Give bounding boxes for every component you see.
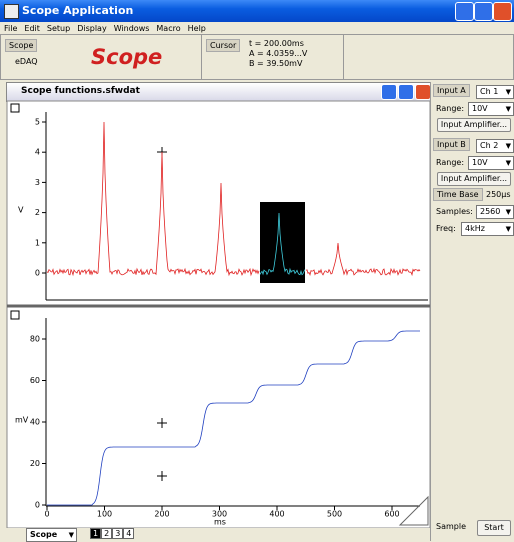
timebase-label: Time Base [433, 188, 483, 201]
y-tick-label: 0 [35, 269, 40, 278]
input-a-amp[interactable]: Input Amplifier... [437, 118, 511, 132]
y-tick-label: 0 [35, 501, 40, 510]
freq[interactable]: 4kHz [461, 222, 514, 236]
doc-title-bar: Scope functions.sfwdat [6, 82, 432, 102]
x-tick-label: 600 [384, 510, 399, 519]
cursor-label: Cursor [206, 39, 241, 52]
x-label-bottom: ms [214, 518, 226, 527]
side-panel: Input A Ch 1 Range: 10V Input Amplifier.… [430, 82, 514, 541]
plot-menu-top[interactable] [10, 103, 20, 113]
doc-maximize[interactable] [398, 84, 414, 100]
x-tick-label: 100 [97, 510, 112, 519]
input-a-range-label: Range: [436, 104, 465, 113]
freq-label: Freq: [436, 224, 456, 233]
input-b-range-label: Range: [436, 158, 465, 167]
tab[interactable]: 2 [101, 528, 113, 539]
app-title: Scope Application [22, 4, 134, 17]
menu-item[interactable]: Help [187, 24, 206, 33]
input-a-label: Input A [433, 84, 470, 97]
input-b-amp[interactable]: Input Amplifier... [437, 172, 511, 186]
x-tick-label: 0 [44, 510, 49, 519]
plot-bg [6, 100, 430, 529]
trace-b [47, 330, 420, 506]
toolbar: Scope eDAQ Scope Cursor t = 200.00ms A = … [0, 34, 514, 80]
y-tick-label: 20 [30, 459, 40, 468]
input-a-channel[interactable]: Ch 1 [476, 85, 514, 99]
x-tick-label: 300 [212, 510, 227, 519]
menu-item[interactable]: Edit [24, 24, 40, 33]
samples[interactable]: 2560 [476, 205, 514, 219]
trace-a-zoom [259, 212, 306, 276]
tab[interactable]: 3 [112, 528, 124, 539]
reading: B = 39.50mV [249, 59, 303, 68]
samples-label: Samples: [436, 207, 473, 216]
x-tick-label: 400 [269, 510, 284, 519]
y-label-bottom: mV [15, 416, 29, 425]
y-tick-label: 2 [35, 208, 40, 217]
start[interactable]: Start [477, 520, 511, 536]
input-b-channel[interactable]: Ch 2 [476, 139, 514, 153]
doc-title: Scope functions.sfwdat [21, 86, 140, 96]
resize-grip [398, 495, 429, 526]
close[interactable] [493, 2, 512, 21]
reading: A = 4.0359...V [249, 49, 308, 58]
plots: V mV ms 0 1 2 3 4 5 0 20 40 60 80 0 100 200 300 400 500 6… [6, 100, 430, 529]
logo: Scope [91, 45, 163, 69]
y-tick-label: 4 [35, 148, 40, 157]
y-tick-label: 60 [30, 376, 40, 385]
y-label-top: V [18, 206, 24, 215]
view-select[interactable]: Scope [26, 528, 77, 542]
zoom-box [260, 202, 305, 283]
maximize[interactable] [474, 2, 493, 21]
menu-item[interactable]: Setup [46, 24, 71, 33]
doc-minimize[interactable] [381, 84, 397, 100]
y-tick-label: 5 [35, 118, 40, 127]
menu-item[interactable]: Windows [113, 24, 150, 33]
cursor-readings: t = 200.00ms A = 4.0359...V B = 39.50mV [249, 39, 307, 69]
title-bar: Scope Application [0, 0, 514, 22]
menu-bar: File Edit Setup Display Windows Macro Help [4, 24, 213, 33]
device: eDAQ [15, 57, 38, 66]
y-tick-label: 1 [35, 238, 40, 247]
reading: t = 200.00ms [249, 39, 304, 48]
timebase-value: 250µs [486, 190, 511, 199]
app-icon [4, 4, 19, 19]
tab[interactable]: 4 [123, 528, 135, 539]
menu-item[interactable]: Macro [156, 24, 181, 33]
x-tick-label: 500 [327, 510, 342, 519]
scope-label: Scope [5, 39, 38, 52]
input-b-label: Input B [433, 138, 470, 151]
sample-label: Sample [436, 522, 466, 531]
y-tick-label: 80 [30, 335, 40, 344]
minimize[interactable] [455, 2, 474, 21]
plot-menu-bottom[interactable] [10, 310, 20, 320]
tab[interactable]: 1 [90, 528, 102, 539]
y-tick-label: 40 [30, 418, 40, 427]
menu-item[interactable]: File [4, 24, 18, 33]
input-b-range[interactable]: 10V [468, 156, 514, 170]
y-tick-label: 3 [35, 178, 40, 187]
trace-a [46, 121, 421, 277]
x-tick-label: 200 [154, 510, 169, 519]
input-a-range[interactable]: 10V [468, 102, 514, 116]
menu-item[interactable]: Display [77, 24, 107, 33]
